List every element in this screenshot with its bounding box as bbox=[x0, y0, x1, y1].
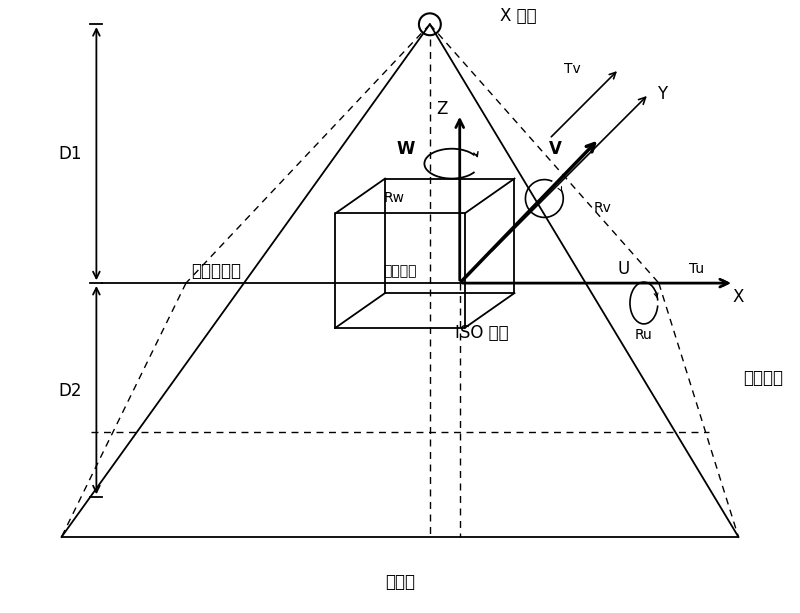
Text: Rw: Rw bbox=[384, 191, 405, 205]
Text: Tu: Tu bbox=[689, 262, 704, 276]
Text: 三维图像: 三维图像 bbox=[383, 264, 417, 278]
Text: Ru: Ru bbox=[635, 328, 653, 342]
Text: Tv: Tv bbox=[564, 62, 581, 76]
Text: ISO 中心: ISO 中心 bbox=[454, 324, 508, 342]
Text: Rv: Rv bbox=[594, 202, 612, 215]
Text: 投影结构: 投影结构 bbox=[743, 368, 783, 387]
Text: D1: D1 bbox=[58, 145, 82, 162]
Text: W: W bbox=[397, 140, 415, 158]
Text: X: X bbox=[733, 288, 744, 306]
Text: 投影面: 投影面 bbox=[385, 573, 415, 591]
Text: U: U bbox=[618, 260, 630, 278]
Text: V: V bbox=[550, 140, 562, 158]
Text: Z: Z bbox=[436, 100, 447, 118]
Text: X 光源: X 光源 bbox=[499, 7, 536, 25]
Text: 虚拟投影面: 虚拟投影面 bbox=[191, 262, 241, 280]
Text: D2: D2 bbox=[58, 382, 82, 400]
Text: Y: Y bbox=[657, 85, 667, 103]
